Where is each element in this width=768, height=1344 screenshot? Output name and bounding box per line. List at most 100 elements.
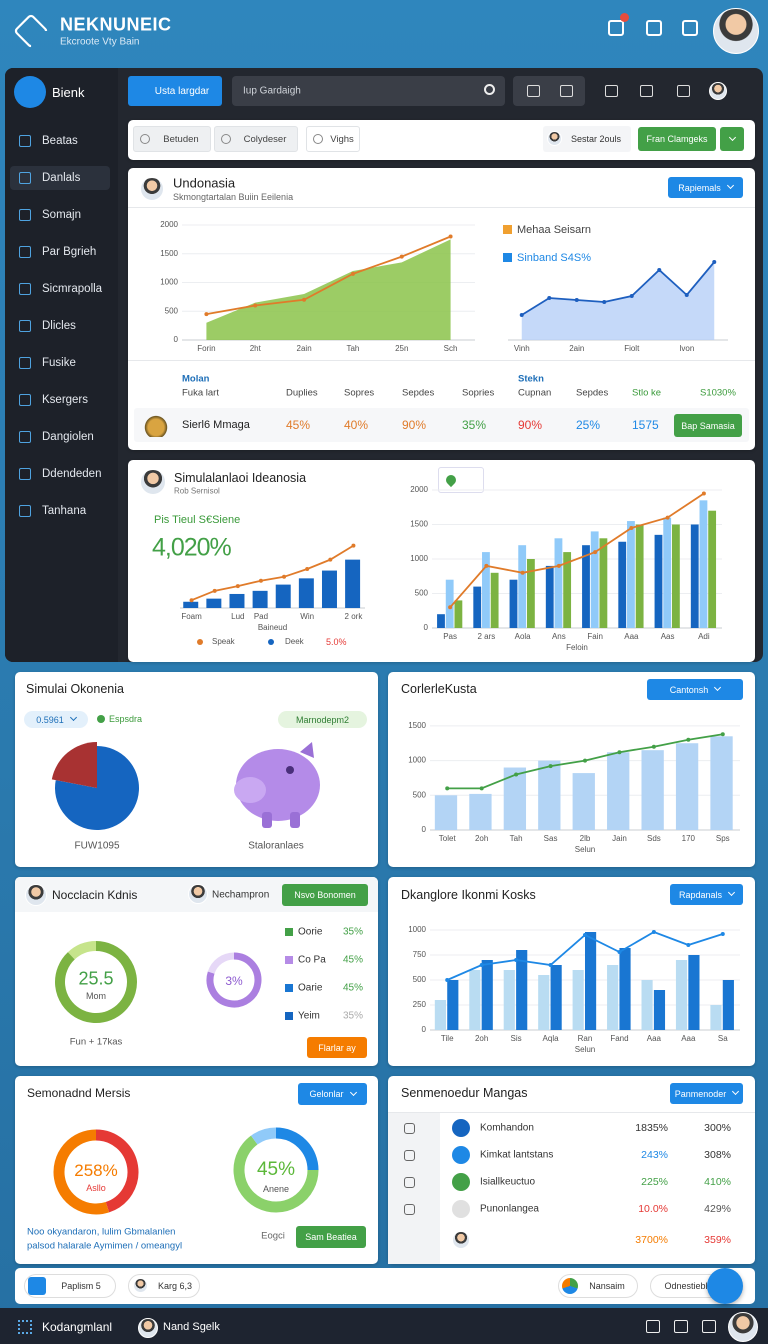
avatar [452,1231,470,1249]
column-header: Fuka lart [182,387,219,399]
nav-icon [19,246,31,258]
button[interactable]: Sam Beatiea [296,1226,366,1248]
avatar [138,1318,158,1338]
cell: 90% [402,418,427,432]
nav-item[interactable]: Dlicles [42,320,76,332]
table-row [134,408,749,442]
footer-icon [646,1320,660,1333]
avatar [709,82,727,100]
button[interactable]: Usta largdar [128,76,222,106]
label: Espsdra [109,714,143,724]
label: Isiallkeuctuo [480,1176,536,1188]
nav-icon [19,320,31,332]
cell: 300% [704,1122,731,1134]
nav-item[interactable]: Par Bgrieh [42,246,97,258]
nav-icon [19,505,31,517]
label: Nocclacin Kdnis [52,888,138,902]
label: Kodangmlanl [42,1320,113,1334]
avatar [140,177,164,201]
nav-item[interactable]: Danlals [42,172,81,184]
logo-icon [12,12,50,50]
button[interactable]: Fran Clamgeks [720,127,744,151]
label: Asllo [86,1183,106,1193]
status-bar [15,1268,755,1304]
label: Punonlangea [480,1203,539,1215]
avatar [25,884,47,906]
nav-item[interactable]: Sicmrapolla [42,283,103,295]
nav-item[interactable]: Ksergers [42,394,89,406]
button[interactable]: Panmenoder [670,1083,743,1104]
label: 45% [342,982,363,994]
tab-icon [313,134,323,144]
label: Ekcroote Vty Bain [60,36,140,48]
header-icon [608,20,624,36]
footer [0,1308,768,1344]
cell: 3700% [635,1234,668,1246]
button[interactable]: Gelonlar [298,1083,367,1105]
avatar [713,8,759,54]
nav-item[interactable]: Tanhana [42,505,87,517]
label: 35% [342,1010,363,1022]
column-header: Stlo ke [632,387,662,399]
label: Co Pa [298,954,326,966]
fab[interactable] [707,1268,743,1304]
label: 45% [342,954,363,966]
column-header: Stekn [518,373,544,385]
label: Fun + 17kas [69,1036,123,1048]
nav-item[interactable]: Dangiolen [42,431,94,443]
cell: 1835% [635,1122,668,1134]
tag-dot [97,715,105,723]
legend-swatch [285,928,293,936]
button[interactable]: Flarlar ay [307,1037,367,1058]
nav-item[interactable]: Somajn [42,209,81,221]
label: Staloranlaes [248,840,304,852]
label: FUW1095 [74,840,120,852]
panel [15,672,378,867]
header-icon [646,20,662,36]
button[interactable]: Marnodepm2 [278,711,367,728]
nav-item[interactable]: Fusike [42,357,76,369]
label: Senmenoedur Mangas [401,1086,528,1100]
search-input[interactable] [232,76,505,106]
legend-swatch [503,253,512,262]
label: Simulai Okonenia [26,682,124,696]
button[interactable]: Bienk [52,84,85,100]
panel [388,877,755,1066]
button[interactable]: 0.5961 [24,711,88,728]
legend-swatch [285,956,293,964]
button[interactable]: Fran Clamgeks [638,127,716,151]
label: Eogci [261,1230,285,1242]
cell: 1575 [632,418,659,432]
search-icon [484,84,495,95]
button[interactable]: Rapiemals [668,177,743,198]
divider [128,207,755,208]
label: Skmongtartalan Buiin Eeilenia [173,192,294,202]
label: Simulalanlaoi Ideanosia [174,471,307,485]
label: Yeim [298,1010,320,1022]
nav-icon [19,135,31,147]
label: CorlerleKusta [401,682,477,696]
label: Dkanglore Ikonmi Kosks [401,888,536,902]
button[interactable]: Nsvo Bonomen [282,884,368,906]
label: Oarie [298,982,323,994]
label: Nand Sgelk [163,1321,220,1333]
button[interactable]: Betuden [133,126,211,152]
nav-item[interactable]: Beatas [42,135,78,147]
footer-icon [702,1320,716,1333]
label: 5.0% [326,637,347,647]
toolbar-icon [605,85,618,97]
legend-swatch [285,1012,293,1020]
label: NEKNUNEIC [60,14,172,35]
label: Komhandon [480,1122,534,1134]
button[interactable]: Cantonsh [647,679,743,700]
label: 4,020% [152,533,232,562]
label: Sierl6 Mmaga [182,419,250,431]
button[interactable]: Bap Samasia [674,414,742,437]
nav-item[interactable]: Ddendeden [42,468,102,480]
nav-icon [19,172,31,184]
side-icon [404,1177,415,1188]
cell: 225% [641,1176,668,1188]
label: Semonadnd Mersis [27,1086,131,1100]
button[interactable]: Rapdanals [670,884,743,905]
label: Kimkat lantstans [480,1149,554,1161]
